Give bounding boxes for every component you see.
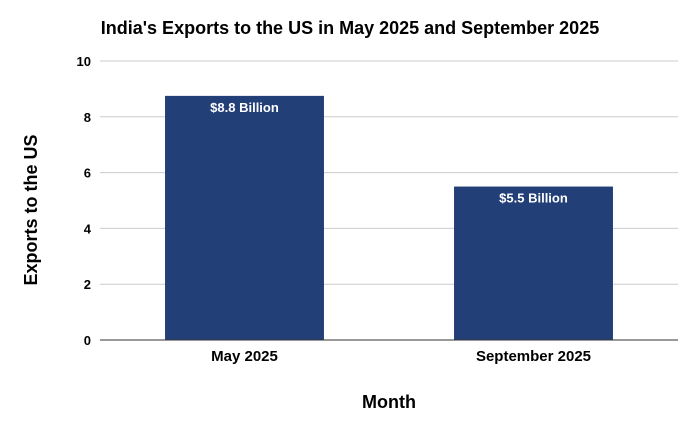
x-tick-label: May 2025 (211, 348, 278, 365)
x-axis-label: Month (362, 392, 416, 412)
bar-data-label: $8.8 Billion (210, 100, 279, 115)
y-axis-label: Exports to the US (21, 134, 41, 285)
y-tick-label: 2 (84, 277, 91, 292)
bar-data-label: $5.5 Billion (499, 191, 568, 206)
y-tick-label: 4 (84, 221, 92, 236)
y-tick-label: 0 (84, 333, 91, 348)
chart-title: India's Exports to the US in May 2025 an… (100, 18, 600, 38)
y-tick-label: 6 (84, 166, 91, 181)
bar (165, 95, 324, 340)
bar (454, 186, 613, 340)
y-tick-label: 10 (77, 54, 91, 69)
x-tick-label: September 2025 (476, 348, 591, 365)
y-tick-label: 8 (84, 110, 91, 125)
